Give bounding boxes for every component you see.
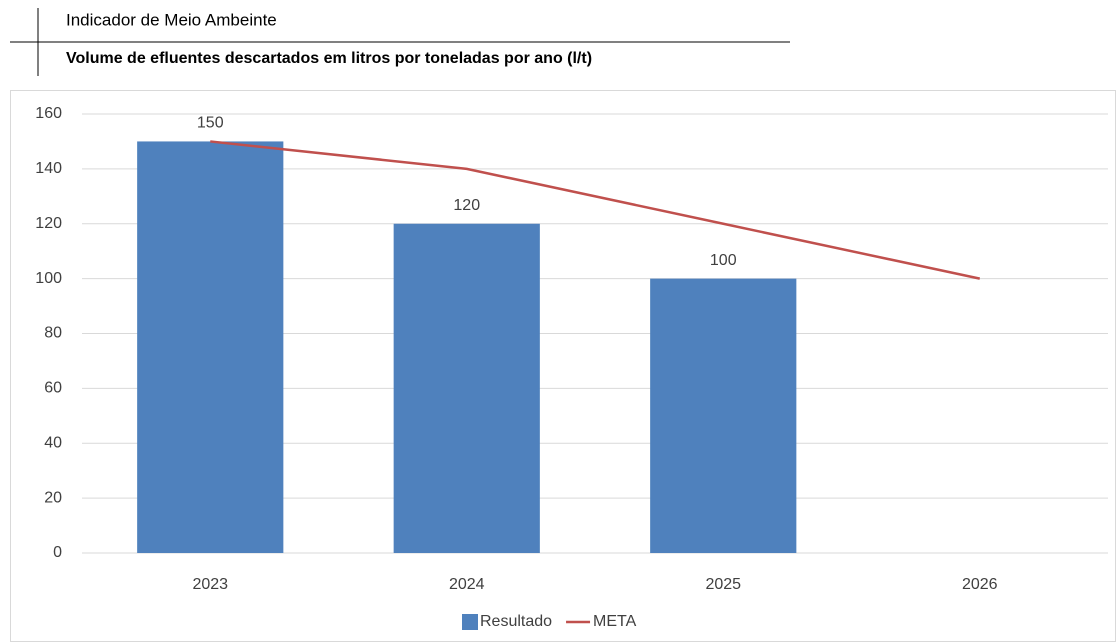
chart-title: Volume de efluentes descartados em litro… — [66, 50, 592, 67]
y-tick-label: 160 — [35, 105, 62, 122]
y-tick-label: 100 — [35, 270, 62, 287]
x-tick-label: 2025 — [705, 576, 741, 593]
legend-label: META — [593, 613, 637, 630]
data-label: 100 — [710, 252, 737, 269]
header: Indicador de Meio Ambeinte — [66, 10, 277, 29]
bar — [393, 223, 540, 553]
x-tick-label: 2023 — [192, 576, 228, 593]
legend-swatch — [462, 614, 478, 630]
legend-label: Resultado — [480, 613, 552, 630]
y-tick-label: 80 — [44, 325, 62, 342]
y-tick-label: 60 — [44, 380, 62, 397]
y-tick-label: 40 — [44, 434, 62, 451]
bar — [650, 278, 797, 553]
y-tick-label: 20 — [44, 489, 62, 506]
line — [210, 140, 981, 280]
x-tick-label: 2024 — [449, 576, 485, 593]
x-tick-label: 2026 — [962, 576, 998, 593]
data-label: 150 — [197, 115, 224, 132]
data-label: 120 — [453, 197, 480, 214]
y-tick-label: 140 — [35, 160, 62, 177]
bar — [137, 141, 284, 553]
y-tick-label: 0 — [53, 544, 62, 561]
y-tick-label: 120 — [35, 215, 62, 232]
